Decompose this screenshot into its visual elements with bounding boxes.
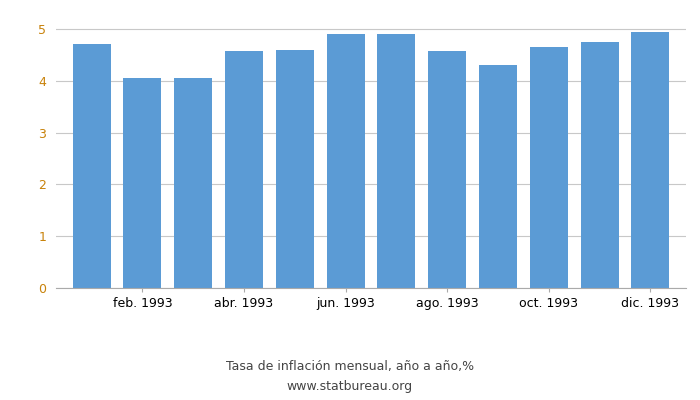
Text: www.statbureau.org: www.statbureau.org (287, 380, 413, 393)
Bar (377, 34, 416, 288)
Bar (174, 78, 212, 288)
Bar (73, 44, 111, 288)
Bar (428, 51, 466, 288)
Bar (580, 42, 619, 288)
Text: Tasa de inflación mensual, año a año,%: Tasa de inflación mensual, año a año,% (226, 360, 474, 373)
Bar (276, 50, 314, 288)
Bar (123, 78, 162, 288)
Bar (326, 34, 365, 288)
Bar (225, 51, 263, 288)
Bar (530, 47, 568, 288)
Legend: España, 1993: España, 1993 (302, 398, 440, 400)
Bar (631, 32, 669, 288)
Bar (479, 65, 517, 288)
